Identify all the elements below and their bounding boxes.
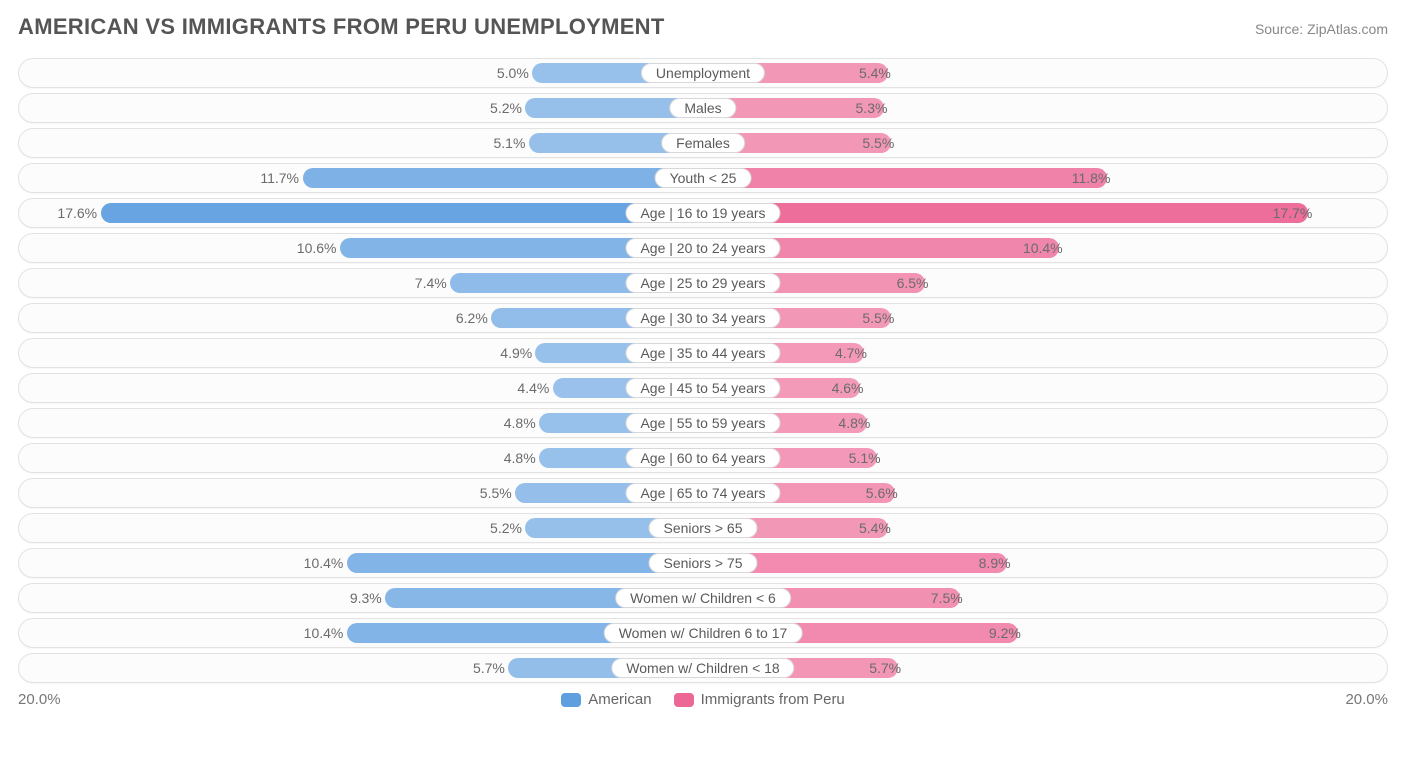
bar-right: 17.7% <box>703 203 1308 223</box>
value-left: 5.2% <box>490 520 522 536</box>
value-left: 5.2% <box>490 100 522 116</box>
value-right: 4.8% <box>838 415 870 431</box>
value-left: 10.6% <box>297 240 337 256</box>
category-label: Unemployment <box>641 63 765 83</box>
value-right: 4.7% <box>835 345 867 361</box>
value-left: 11.7% <box>260 170 299 186</box>
value-left: 7.4% <box>415 275 447 291</box>
bar-row: 4.4% 4.6% Age | 45 to 54 years <box>18 373 1388 403</box>
header: AMERICAN VS IMMIGRANTS FROM PERU UNEMPLO… <box>18 14 1388 40</box>
chart-footer: 20.0% American Immigrants from Peru 20.0… <box>18 691 1388 708</box>
legend-swatch-left <box>561 693 581 707</box>
bar-row: 5.7% 5.7% Women w/ Children < 18 <box>18 653 1388 683</box>
bar-right: 11.8% <box>703 168 1107 188</box>
bar-row: 5.1% 5.5% Females <box>18 128 1388 158</box>
bar-row: 4.8% 5.1% Age | 60 to 64 years <box>18 443 1388 473</box>
value-left: 4.9% <box>500 345 532 361</box>
category-label: Seniors > 75 <box>649 553 758 573</box>
axis-max-right: 20.0% <box>1308 691 1388 708</box>
value-right: 7.5% <box>931 590 963 606</box>
value-right: 5.7% <box>869 660 901 676</box>
category-label: Age | 25 to 29 years <box>625 273 780 293</box>
category-label: Women w/ Children 6 to 17 <box>604 623 803 643</box>
bar-row: 5.5% 5.6% Age | 65 to 74 years <box>18 478 1388 508</box>
value-right: 4.6% <box>832 380 864 396</box>
value-right: 5.5% <box>862 310 894 326</box>
bar-row: 5.2% 5.3% Males <box>18 93 1388 123</box>
value-left: 10.4% <box>304 625 344 641</box>
value-left: 5.7% <box>473 660 505 676</box>
bar-row: 10.4% 9.2% Women w/ Children 6 to 17 <box>18 618 1388 648</box>
value-left: 9.3% <box>350 590 382 606</box>
value-right: 8.9% <box>979 555 1011 571</box>
bar-left: 11.7% <box>303 168 703 188</box>
diverging-bar-chart: 5.0% 5.4% Unemployment 5.2% 5.3% Males 5.1% 5.5… <box>18 58 1388 683</box>
legend-item-left: American <box>561 691 651 708</box>
legend-label-left: American <box>588 691 651 708</box>
category-label: Females <box>661 133 745 153</box>
value-left: 6.2% <box>456 310 488 326</box>
bar-row: 5.0% 5.4% Unemployment <box>18 58 1388 88</box>
value-left: 5.0% <box>497 65 529 81</box>
bar-row: 4.8% 4.8% Age | 55 to 59 years <box>18 408 1388 438</box>
value-right: 5.6% <box>866 485 898 501</box>
value-left: 4.8% <box>504 415 536 431</box>
category-label: Women w/ Children < 18 <box>611 658 794 678</box>
value-right: 5.3% <box>856 100 888 116</box>
category-label: Women w/ Children < 6 <box>615 588 791 608</box>
bar-row: 10.6% 10.4% Age | 20 to 24 years <box>18 233 1388 263</box>
value-right: 17.7% <box>1273 205 1313 221</box>
legend-swatch-right <box>674 693 694 707</box>
value-left: 10.4% <box>304 555 344 571</box>
value-left: 17.6% <box>57 205 97 221</box>
bar-row: 9.3% 7.5% Women w/ Children < 6 <box>18 583 1388 613</box>
value-right: 5.1% <box>849 450 881 466</box>
legend-item-right: Immigrants from Peru <box>674 691 845 708</box>
category-label: Seniors > 65 <box>649 518 758 538</box>
value-left: 4.8% <box>504 450 536 466</box>
bar-row: 5.2% 5.4% Seniors > 65 <box>18 513 1388 543</box>
category-label: Age | 45 to 54 years <box>625 378 780 398</box>
bar-row: 10.4% 8.9% Seniors > 75 <box>18 548 1388 578</box>
category-label: Age | 35 to 44 years <box>625 343 780 363</box>
legend-label-right: Immigrants from Peru <box>701 691 845 708</box>
value-left: 5.1% <box>493 135 525 151</box>
bar-row: 4.9% 4.7% Age | 35 to 44 years <box>18 338 1388 368</box>
category-label: Males <box>669 98 736 118</box>
axis-max-left: 20.0% <box>18 691 98 708</box>
category-label: Age | 60 to 64 years <box>625 448 780 468</box>
value-right: 5.4% <box>859 520 891 536</box>
bar-row: 7.4% 6.5% Age | 25 to 29 years <box>18 268 1388 298</box>
value-left: 5.5% <box>480 485 512 501</box>
chart-title: AMERICAN VS IMMIGRANTS FROM PERU UNEMPLO… <box>18 14 665 40</box>
bar-left: 17.6% <box>101 203 703 223</box>
bar-row: 11.7%11.8%Youth < 25 <box>18 163 1388 193</box>
category-label: Youth < 25 <box>655 168 752 188</box>
bar-row: 17.6%17.7%Age | 16 to 19 years <box>18 198 1388 228</box>
category-label: Age | 65 to 74 years <box>625 483 780 503</box>
value-right: 6.5% <box>897 275 929 291</box>
legend: American Immigrants from Peru <box>561 691 845 708</box>
category-label: Age | 20 to 24 years <box>625 238 780 258</box>
value-right: 5.4% <box>859 65 891 81</box>
value-left: 4.4% <box>517 380 549 396</box>
category-label: Age | 55 to 59 years <box>625 413 780 433</box>
category-label: Age | 30 to 34 years <box>625 308 780 328</box>
value-right: 9.2% <box>989 625 1021 641</box>
source-label: Source: ZipAtlas.com <box>1255 21 1388 37</box>
value-right: 5.5% <box>862 135 894 151</box>
value-right: 10.4% <box>1023 240 1063 256</box>
value-right: 11.8% <box>1072 170 1111 186</box>
category-label: Age | 16 to 19 years <box>625 203 780 223</box>
bar-row: 6.2% 5.5% Age | 30 to 34 years <box>18 303 1388 333</box>
